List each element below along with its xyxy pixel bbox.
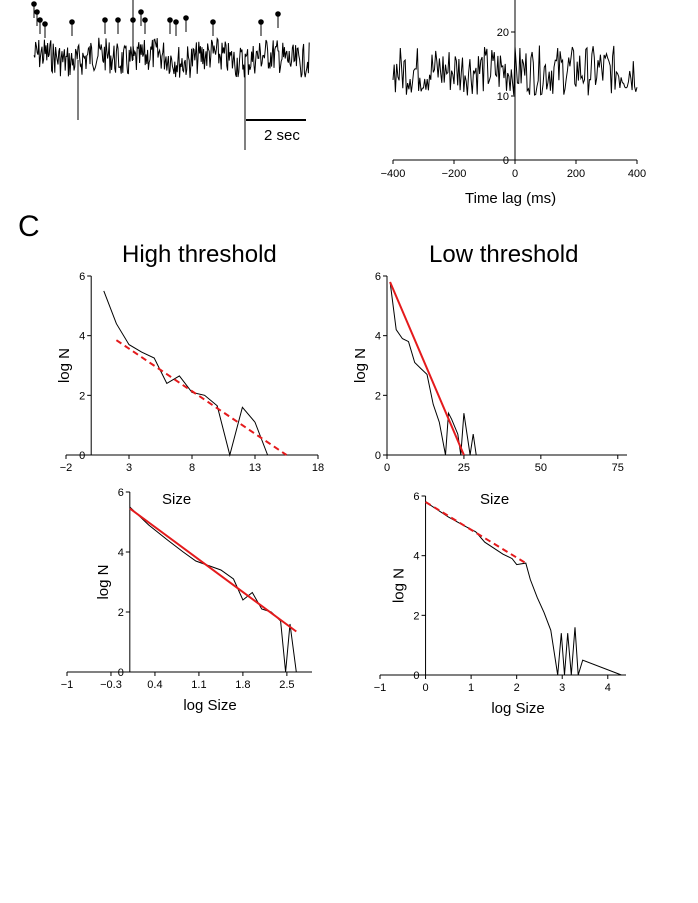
loglog-high-x-tick-label: −0.3: [100, 679, 122, 691]
hist-low-y-tick-label: 6: [375, 271, 381, 283]
xcorr-panel: −400 −200 0 200 400 0 10 20 Time lag (ms): [381, 0, 646, 207]
hist-high-x-tick-label: −2: [60, 462, 73, 474]
loglog-high-xlabel: log Size: [183, 697, 236, 714]
trace-event-marker: [275, 11, 281, 17]
hist-high-ylabel: log N: [56, 348, 73, 383]
xcorr-series: [392, 45, 638, 96]
xcorr-x-tick-label: −400: [381, 168, 406, 180]
hist-high-y-tick-label: 2: [79, 390, 85, 402]
loglog-high-x-tick-label: 1.1: [191, 679, 206, 691]
loglog-high-y-tick-label: 6: [118, 487, 124, 499]
hist-low-x-tick-label: 0: [384, 462, 390, 474]
hist-high-y-tick-label: 0: [79, 450, 85, 462]
hist-high-data-series: [103, 290, 269, 457]
hist-low-y-tick-label: 2: [375, 390, 381, 402]
loglog-low-x-tick-label: 4: [605, 682, 611, 694]
hist-low-x-tick-label: 25: [458, 462, 470, 474]
xcorr-y-tick-label: 10: [497, 91, 509, 103]
loglog-low-xlabel: log Size: [491, 700, 544, 717]
hist-high-x-tick-label: 8: [189, 462, 195, 474]
trace-event-marker: [130, 17, 136, 23]
loglog-low-x-tick-label: 0: [422, 682, 428, 694]
loglog-high-y-tick-label: 0: [118, 667, 124, 679]
loglog-high-data-series: [129, 506, 309, 673]
trace-event-marker: [42, 21, 48, 27]
hist-low-x-tick-label: 50: [535, 462, 547, 474]
loglog-high-y-tick-label: 4: [118, 547, 124, 559]
hist-high-size-label: Size: [162, 491, 191, 508]
trace-event-marker: [102, 17, 108, 23]
hist-low-title: Low threshold: [429, 241, 578, 268]
loglog-high-chart: −1 −0.3 0.4 1.1 1.8 2.5 0 2 4 6 log N log Size: [61, 487, 312, 714]
xcorr-y-tick-label: 0: [503, 155, 509, 167]
hist-high-y-tick-label: 6: [79, 271, 85, 283]
trace-event-markers: [31, 0, 281, 150]
trace-event-marker: [210, 19, 216, 25]
loglog-low-x-tick-label: −1: [374, 682, 387, 694]
hist-high-title: High threshold: [122, 241, 277, 268]
loglog-low-data-series: [425, 501, 622, 676]
hist-high-fit-line: [115, 339, 288, 456]
hist-low-size-label: Size: [480, 491, 509, 508]
panel-letter: C: [18, 210, 40, 243]
loglog-low-fit-line: [425, 501, 527, 564]
hist-low-x-tick-label: 75: [612, 462, 624, 474]
loglog-high-ylabel: log N: [95, 564, 112, 599]
xcorr-axes: −400 −200 0 200 400 0 10 20: [381, 0, 646, 180]
loglog-high-fit-line: [129, 507, 297, 633]
loglog-low-y-tick-label: 4: [413, 551, 419, 563]
trace-event-marker: [142, 17, 148, 23]
loglog-high-x-tick-label: −1: [61, 679, 74, 691]
trace-panel: 2 sec: [31, 0, 310, 150]
hist-low-y-tick-label: 0: [375, 450, 381, 462]
trace-event-marker: [258, 19, 264, 25]
loglog-high-x-tick-label: 1.8: [235, 679, 250, 691]
loglog-high-y-tick-label: 2: [118, 607, 124, 619]
hist-high-chart: −2 3 8 13 18 0 2 4 6 log N: [56, 271, 324, 474]
loglog-low-chart: −1 0 1 2 3 4 0 2 4 6 log N log Size: [374, 491, 626, 717]
trace-event-marker: [37, 17, 43, 23]
trace-event-marker: [167, 17, 173, 23]
loglog-low-y-tick-label: 2: [413, 610, 419, 622]
hist-high-x-tick-label: 3: [126, 462, 132, 474]
loglog-high-x-tick-label: 0.4: [147, 679, 162, 691]
loglog-high-x-tick-label: 2.5: [279, 679, 294, 691]
loglog-low-ylabel: log N: [391, 568, 408, 603]
loglog-low-x-tick-label: 2: [514, 682, 520, 694]
xcorr-y-tick-label: 20: [497, 27, 509, 39]
loglog-low-x-tick-label: 1: [468, 682, 474, 694]
hist-low-data-series: [389, 281, 480, 456]
loglog-low-y-tick-label: 0: [413, 670, 419, 682]
hist-low-y-tick-label: 4: [375, 331, 381, 343]
trace-event-marker: [115, 17, 121, 23]
hist-high-x-tick-label: 13: [249, 462, 261, 474]
loglog-low-x-tick-label: 3: [559, 682, 565, 694]
xcorr-x-tick-label: −200: [442, 168, 467, 180]
trace-event-marker: [34, 9, 40, 15]
trace-event-marker: [31, 1, 37, 7]
trace-event-marker: [138, 9, 144, 15]
trace-event-marker: [183, 15, 189, 21]
trace-event-marker: [69, 19, 75, 25]
hist-low-chart: 0 25 50 75 0 2 4 6 log N: [352, 271, 627, 474]
hist-high-x-tick-label: 18: [312, 462, 324, 474]
hist-low-fit-line: [389, 281, 465, 456]
hist-high-y-tick-label: 4: [79, 331, 85, 343]
trace-signal: [33, 37, 310, 78]
scale-bar-label: 2 sec: [264, 127, 300, 144]
xcorr-xlabel: Time lag (ms): [465, 190, 556, 207]
xcorr-x-tick-label: 400: [628, 168, 646, 180]
loglog-low-y-tick-label: 6: [413, 491, 419, 503]
trace-event-marker: [173, 19, 179, 25]
xcorr-x-tick-label: 0: [512, 168, 518, 180]
xcorr-x-tick-label: 200: [567, 168, 585, 180]
hist-low-ylabel: log N: [352, 348, 369, 383]
